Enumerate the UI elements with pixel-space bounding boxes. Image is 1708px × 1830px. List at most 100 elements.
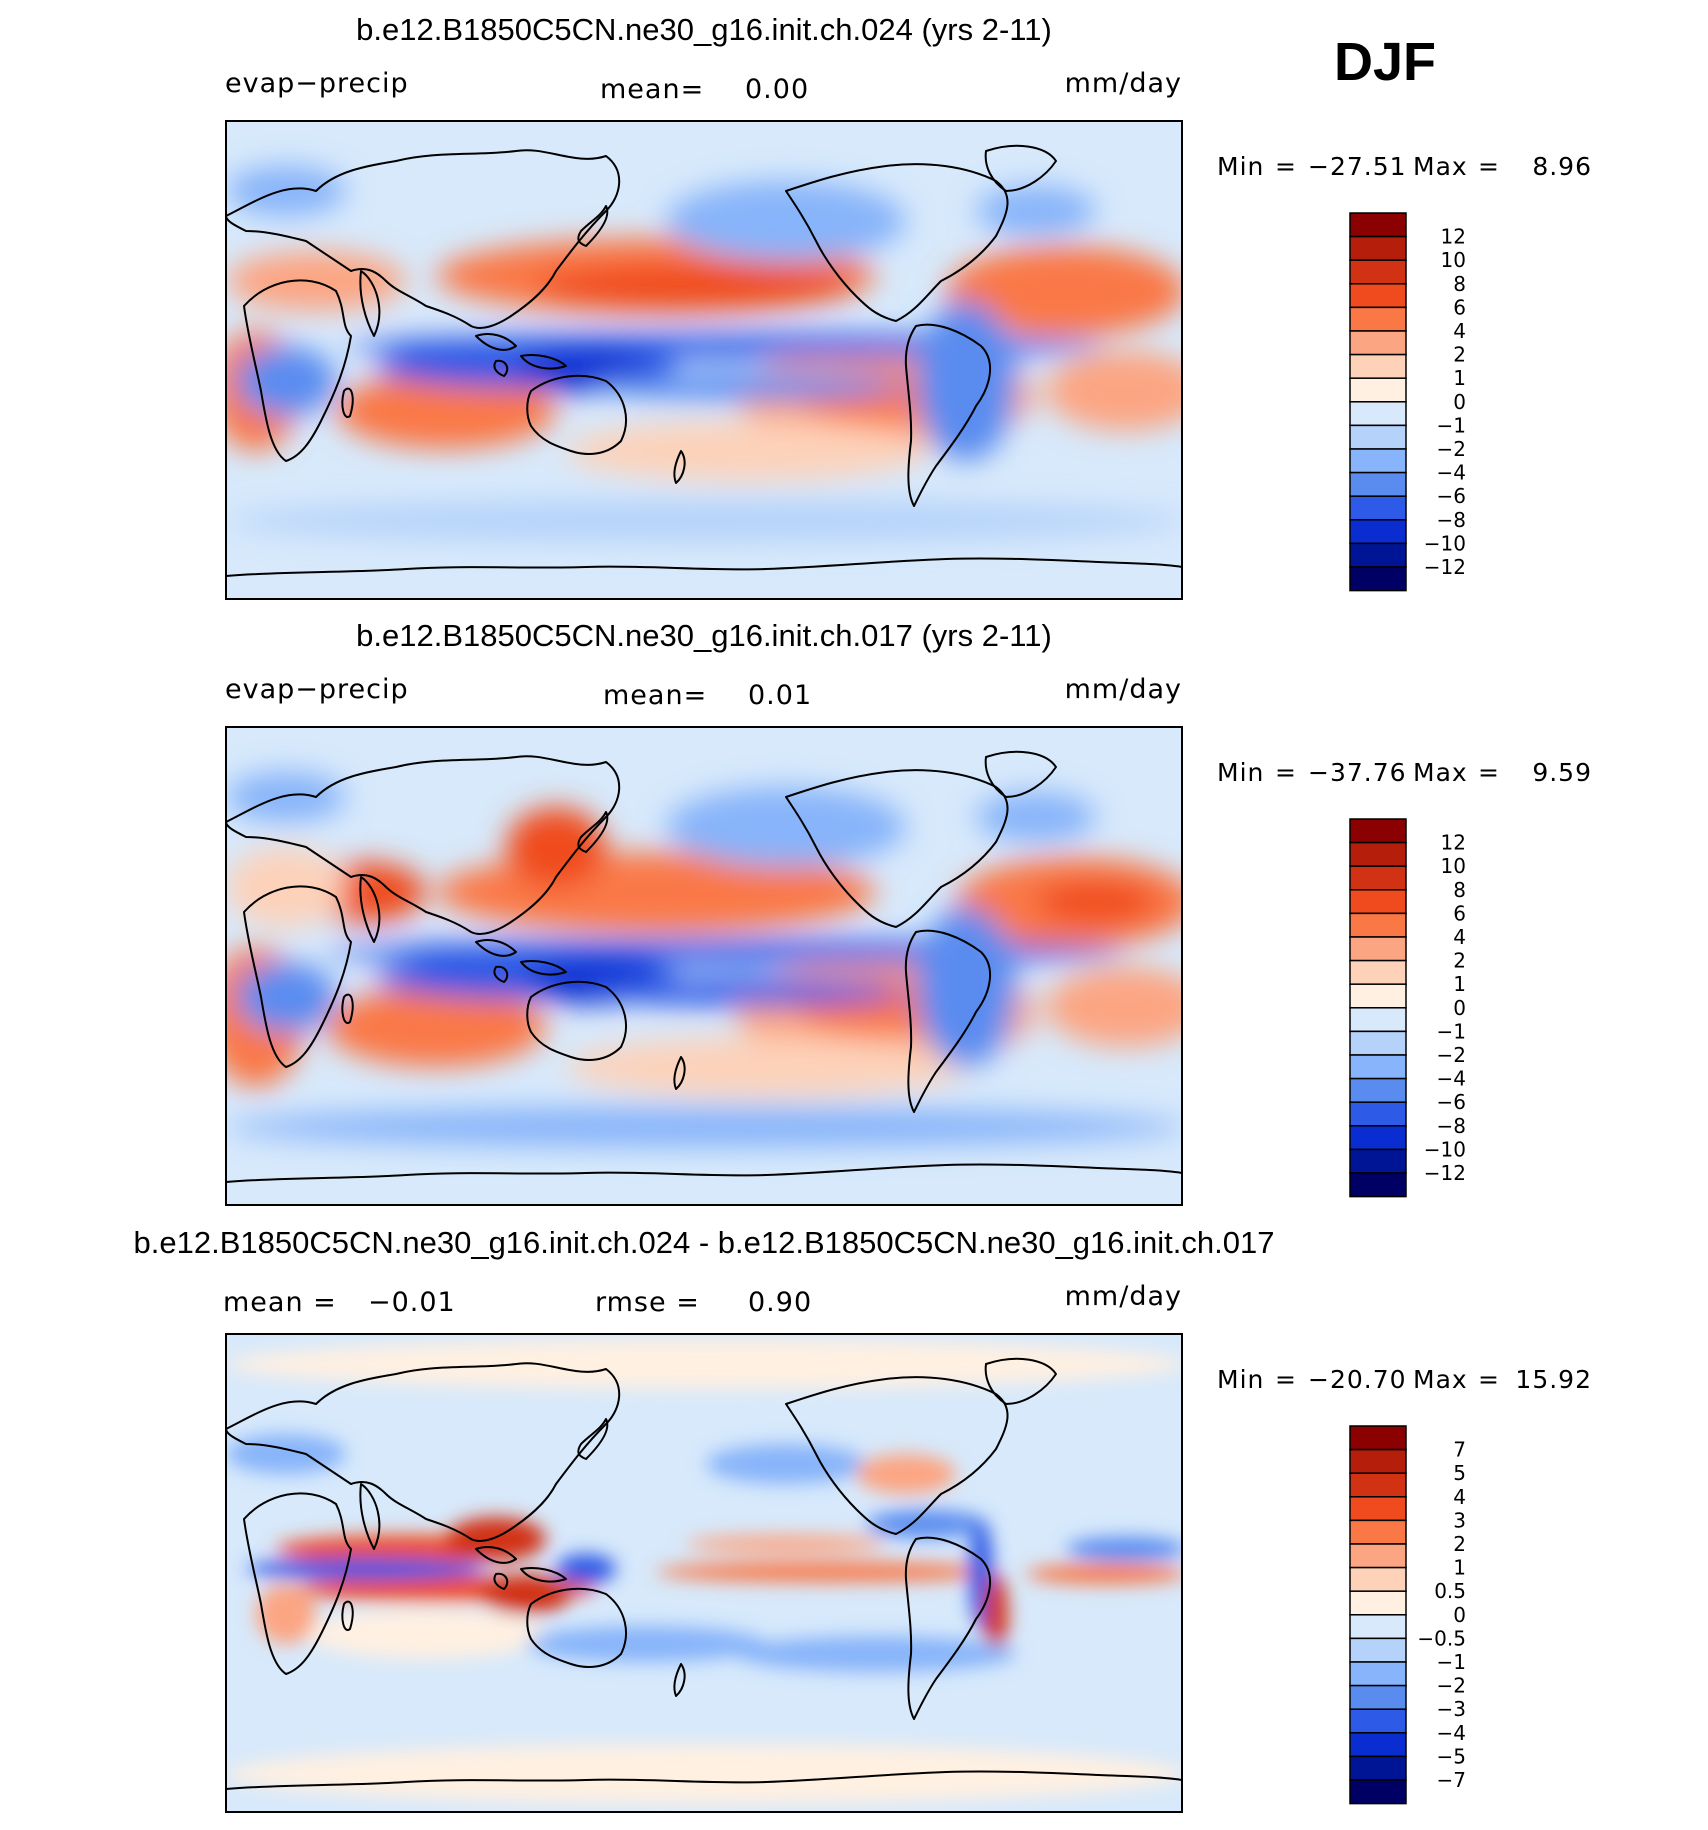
colorbar-tick-label: 8 [1453, 272, 1466, 296]
colorbar-segment [1349, 424, 1407, 450]
colorbar-tick-label: −8 [1437, 508, 1466, 532]
map-2 [226, 727, 1182, 1205]
colorbar-segment [1349, 542, 1407, 568]
colorbar-segment [1349, 283, 1407, 309]
colorbar-tick-label: 10 [1441, 248, 1466, 272]
colorbar-segment [1349, 1732, 1407, 1758]
colorbar-tick-label: 4 [1453, 1485, 1466, 1509]
mean-value: 0.01 [748, 680, 812, 711]
colorbar-segment [1349, 212, 1407, 238]
colorbar-tick-label: −5 [1437, 1744, 1466, 1768]
colorbar-segment [1349, 1030, 1407, 1056]
min-value: −20.70 [1308, 1365, 1407, 1394]
colorbar-segment [1349, 1779, 1407, 1805]
colorbar-tick-label: 2 [1453, 1532, 1466, 1556]
max-value: 15.92 [1515, 1365, 1592, 1394]
colorbar-tick-label: −12 [1424, 1161, 1466, 1185]
colorbar-segment [1349, 401, 1407, 427]
colorbar-segment [1349, 1148, 1407, 1174]
map-3 [226, 1334, 1182, 1812]
colorbar-segment [1349, 1614, 1407, 1640]
colorbar-segment [1349, 912, 1407, 938]
colorbar-segment [1349, 330, 1407, 356]
max-value: 9.59 [1532, 758, 1592, 787]
colorbar-tick-label: 1 [1453, 366, 1466, 390]
min-value: −37.76 [1308, 758, 1407, 787]
panel-3: b.e12.B1850C5CN.ne30_g16.init.ch.024 - b… [134, 1225, 1592, 1813]
colorbar-tick-label: 5 [1453, 1461, 1466, 1485]
colorbar-tick-label: −6 [1437, 1090, 1466, 1114]
colorbar-tick-label: −1 [1437, 1650, 1466, 1674]
min-equals: = [1275, 1365, 1297, 1394]
colorbar-segment [1349, 1472, 1407, 1498]
colorbar-tick-label: −8 [1437, 1114, 1466, 1138]
min-equals: = [1275, 758, 1297, 787]
max-label: Max [1413, 1365, 1468, 1394]
colorbar-segment [1349, 235, 1407, 261]
colorbar-tick-label: −4 [1437, 461, 1466, 485]
max-value: 8.96 [1532, 152, 1592, 181]
colorbar-tick-label: 0 [1453, 390, 1466, 414]
colorbar-tick-label: −2 [1437, 1674, 1466, 1698]
colorbar-tick-label: 12 [1441, 225, 1466, 249]
colorbar-segment [1349, 1543, 1407, 1569]
panel-title: b.e12.B1850C5CN.ne30_g16.init.ch.024 - b… [134, 1225, 1275, 1260]
colorbar-tick-label: 1 [1453, 972, 1466, 996]
min-value: −27.51 [1308, 152, 1407, 181]
colorbar-segment [1349, 1708, 1407, 1734]
min-label: Min [1217, 758, 1264, 787]
mean-label: mean= [603, 680, 707, 711]
panel-title: b.e12.B1850C5CN.ne30_g16.init.ch.017 (yr… [356, 618, 1052, 653]
colorbar-segment [1349, 865, 1407, 891]
colorbar-tick-label: −12 [1424, 555, 1466, 579]
mean-value: −0.01 [368, 1287, 456, 1318]
colorbar-segment [1349, 936, 1407, 962]
colorbar-segment [1349, 1101, 1407, 1127]
map-frame [225, 726, 1183, 1206]
colorbar-tick-label: −6 [1437, 484, 1466, 508]
min-label: Min [1217, 152, 1264, 181]
variable-label: evap−precip [225, 674, 409, 705]
colorbar-tick-label: −2 [1437, 1043, 1466, 1067]
colorbar-segment [1349, 448, 1407, 474]
colorbar-segment [1349, 1755, 1407, 1781]
min-label: Min [1217, 1365, 1264, 1394]
colorbar-tick-label: −4 [1437, 1721, 1466, 1745]
colorbar-tick-label: 8 [1453, 878, 1466, 902]
map-frame [225, 1333, 1183, 1813]
colorbar-tick-label: 6 [1453, 901, 1466, 925]
colorbar-segment [1349, 889, 1407, 915]
colorbar-tick-label: 6 [1453, 295, 1466, 319]
rmse-label: rmse = [595, 1287, 700, 1318]
min-equals: = [1275, 152, 1297, 181]
colorbar-tick-label: −2 [1437, 437, 1466, 461]
colorbar-tick-label: 3 [1453, 1508, 1466, 1532]
colorbar-segment [1349, 1496, 1407, 1522]
colorbar-tick-label: −3 [1437, 1697, 1466, 1721]
colorbar-tick-label: 4 [1453, 925, 1466, 949]
colorbar-segment [1349, 1077, 1407, 1103]
colorbar-tick-label: −0.5 [1417, 1626, 1466, 1650]
colorbar-segment [1349, 1637, 1407, 1663]
units-label: mm/day [1065, 674, 1182, 705]
units-label: mm/day [1065, 1281, 1182, 1312]
colorbar-segment [1349, 1590, 1407, 1616]
colorbar-tick-label: −10 [1424, 1137, 1466, 1161]
max-label: Max [1413, 758, 1468, 787]
colorbar-segment [1349, 259, 1407, 285]
units-label: mm/day [1065, 68, 1182, 99]
colorbar-segment [1349, 1054, 1407, 1080]
max-equals: = [1478, 758, 1500, 787]
colorbar-segment [1349, 1684, 1407, 1710]
colorbar-segment [1349, 983, 1407, 1009]
colorbar-tick-label: 2 [1453, 343, 1466, 367]
colorbar-segment [1349, 471, 1407, 497]
colorbar-tick-label: 4 [1453, 319, 1466, 343]
colorbar-tick-label: 0.5 [1434, 1579, 1466, 1603]
colorbar-segment [1349, 519, 1407, 545]
max-equals: = [1478, 152, 1500, 181]
colorbar-segment [1349, 841, 1407, 867]
